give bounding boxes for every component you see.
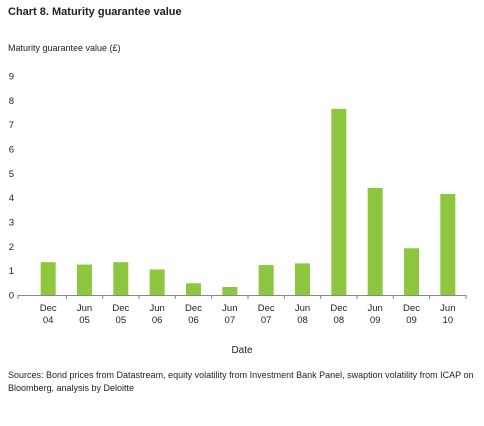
bar bbox=[404, 248, 419, 295]
x-tick-label: Jun bbox=[77, 303, 92, 314]
x-tick-label: Jun bbox=[440, 303, 455, 314]
y-tick-label: 5 bbox=[9, 169, 14, 180]
y-tick-label: 1 bbox=[9, 266, 14, 277]
x-tick-label: Dec bbox=[258, 303, 275, 314]
bar bbox=[40, 262, 56, 295]
x-tick-label: 09 bbox=[406, 315, 417, 326]
x-tick-label: Dec bbox=[330, 303, 347, 314]
x-tick-label: Dec bbox=[185, 303, 202, 314]
x-tick-label: 08 bbox=[297, 315, 308, 326]
y-tick-label: 3 bbox=[9, 218, 14, 229]
source-note: Sources: Bond prices from Datastream, eq… bbox=[8, 370, 474, 393]
x-tick-label: Dec bbox=[40, 303, 57, 314]
bar bbox=[222, 286, 238, 295]
x-tick-label: 08 bbox=[334, 315, 345, 326]
x-tick-label: Jun bbox=[368, 303, 383, 314]
bar bbox=[258, 265, 274, 295]
y-tick-label: 8 bbox=[9, 96, 14, 107]
x-tick-label: 06 bbox=[152, 315, 163, 326]
y-axis-label: Maturity guarantee value (£) bbox=[8, 43, 121, 53]
bar bbox=[440, 194, 456, 295]
x-tick-label: 06 bbox=[188, 315, 199, 326]
x-tick-label: 05 bbox=[79, 315, 90, 326]
x-tick-label: Jun bbox=[150, 303, 165, 314]
chart-title: Chart 8. Maturity guarantee value bbox=[8, 6, 182, 18]
bar bbox=[331, 108, 347, 295]
x-tick-label: Jun bbox=[222, 303, 237, 314]
y-tick-label: 6 bbox=[9, 145, 14, 156]
x-tick-label: Jun bbox=[295, 303, 310, 314]
y-tick-label: 4 bbox=[9, 193, 14, 204]
x-tick-label: 09 bbox=[370, 315, 381, 326]
x-tick-label: 07 bbox=[225, 315, 236, 326]
bar bbox=[295, 263, 310, 295]
bar bbox=[113, 262, 129, 295]
x-tick-label: 07 bbox=[261, 315, 272, 326]
x-axis-label: Date bbox=[231, 345, 253, 356]
y-tick-label: 7 bbox=[9, 120, 14, 131]
x-tick-label: 10 bbox=[443, 315, 454, 326]
x-tick-label: Dec bbox=[403, 303, 420, 314]
bar bbox=[77, 264, 92, 295]
x-tick-label: Dec bbox=[112, 303, 129, 314]
x-tick-label: 04 bbox=[43, 315, 54, 326]
y-tick-label: 2 bbox=[9, 242, 14, 253]
x-tick-label: 05 bbox=[116, 315, 127, 326]
bar bbox=[367, 187, 383, 295]
bar bbox=[186, 283, 201, 295]
y-tick-label: 0 bbox=[9, 291, 14, 302]
y-tick-label: 9 bbox=[9, 72, 14, 83]
bar bbox=[149, 269, 165, 295]
